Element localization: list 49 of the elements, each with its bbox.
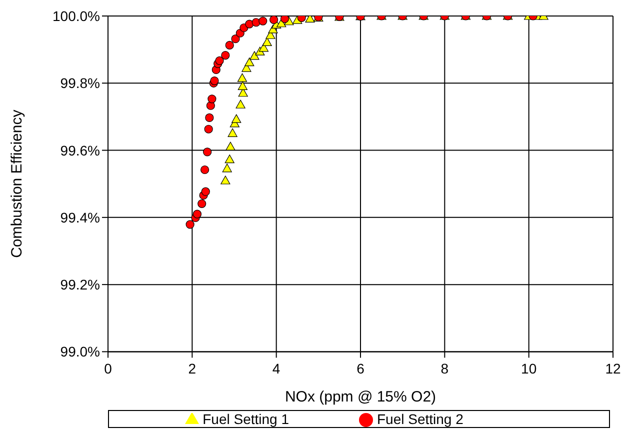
point — [270, 16, 278, 24]
point — [221, 50, 230, 60]
point — [280, 16, 290, 23]
point — [204, 124, 213, 134]
point — [236, 100, 246, 108]
y-tick-label: 99.6% — [60, 142, 100, 158]
x-tick-label: 10 — [521, 360, 537, 377]
point — [245, 20, 254, 28]
point — [242, 63, 252, 72]
point — [186, 220, 194, 229]
x-tick-label: 2 — [188, 360, 196, 377]
y-axis-title: Combustion Efficiency — [8, 109, 26, 258]
point — [208, 94, 216, 104]
point — [237, 73, 248, 82]
x-tick-label: 8 — [440, 360, 449, 377]
y-tick-label: 99.0% — [60, 344, 100, 360]
point — [201, 187, 210, 196]
point — [222, 164, 232, 172]
y-tick-label: 99.4% — [60, 209, 100, 226]
x-tick-label: 0 — [104, 360, 112, 377]
point — [210, 76, 219, 86]
point — [238, 81, 248, 90]
point — [258, 16, 268, 26]
legend-label: Fuel Setting 2 — [377, 410, 464, 427]
point — [224, 154, 234, 164]
x-axis-title: NOx (ppm @ 15% O2) — [284, 388, 436, 406]
point — [200, 165, 210, 174]
point — [231, 34, 240, 44]
point — [205, 113, 214, 122]
y-tick-label: 99.2% — [60, 276, 100, 293]
x-tick-label: 12 — [605, 360, 621, 377]
point — [220, 176, 230, 184]
point — [203, 148, 212, 156]
point — [226, 142, 236, 150]
point — [232, 114, 242, 123]
point — [206, 101, 215, 110]
point — [198, 199, 206, 208]
point — [225, 40, 234, 50]
point — [192, 210, 202, 218]
point — [262, 37, 272, 46]
y-tick-label: 100.0% — [52, 8, 100, 24]
point — [228, 128, 238, 137]
point — [250, 51, 260, 60]
point — [215, 56, 224, 65]
y-tick-label: 99.8% — [60, 75, 100, 92]
legend-label: Fuel Setting 1 — [202, 410, 289, 427]
x-tick-label: 6 — [356, 360, 365, 377]
x-tick-label: 4 — [272, 360, 280, 377]
point — [244, 58, 254, 66]
